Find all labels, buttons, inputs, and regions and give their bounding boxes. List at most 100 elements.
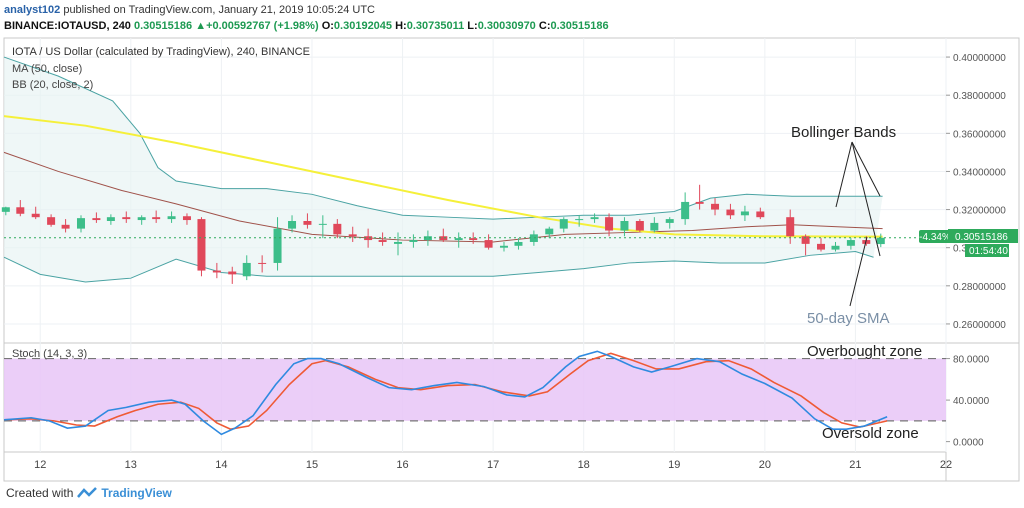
price-tick-label: 0.36000000 [953,129,1006,140]
candle-body [801,236,810,244]
candle-body [559,219,568,229]
trading-chart[interactable]: 0.40000000 0.38000000 0.36000000 0.34000000… [0,36,1024,482]
candle-body [318,223,327,225]
candle-body [423,236,432,241]
author-name[interactable]: analyst102 [4,4,61,16]
countdown-text: 01:54:40 [969,246,1008,257]
candle-body [258,262,267,264]
candle-body [333,223,342,235]
time-tick-label: 20 [759,459,771,471]
bollinger-annotation: Bollinger Bands [791,124,896,141]
time-tick-label: 16 [396,459,408,471]
candle-body [364,236,373,241]
candle-body [348,234,357,237]
low-value: 0.30030970 [477,20,536,32]
bollinger-arrow-3 [851,141,881,257]
candle-body [182,216,191,221]
footer: Created with TradingView [6,486,172,500]
candle-body [303,221,312,225]
price-tick-label: 0.34000000 [953,167,1006,178]
candle-body [409,240,418,242]
candle-body [756,211,765,218]
candle-body [650,222,659,231]
candle-body [681,201,690,220]
candle-body [454,238,463,241]
candle-body [288,221,297,229]
publish-info: analyst102 published on TradingView.com,… [4,4,375,16]
high-value: 0.30735011 [406,20,465,32]
countdown-badge [965,244,1009,257]
candle-body [228,271,237,275]
candle-body [740,211,749,216]
bb-legend: BB (20, close, 2) [12,79,93,91]
ma50-line [3,115,883,238]
change-value: +0.00592767 (+1.98%) [206,20,319,32]
high-label: H: [395,20,407,32]
change-badge-text: -4.34% [919,232,951,243]
bollinger-arrow-1 [835,141,853,208]
candle-body [846,240,855,246]
tradingview-logo-icon [77,487,98,498]
candle-body [786,217,795,237]
time-tick-label: 19 [668,459,680,471]
candle-body [695,201,704,204]
symbol-label: BINANCE:IOTAUSD, 240 [4,20,131,32]
price-tick-label: 0.28000000 [953,282,1006,293]
candle-body [665,219,674,223]
close-label: C: [538,20,551,32]
candle-body [16,207,25,214]
bb-fill [4,57,883,282]
stoch-tick-label: 40.0000 [953,396,990,407]
bollinger-arrow-2 [851,141,881,197]
stoch-pane[interactable] [3,350,946,436]
ma-legend: MA (50, close) [12,63,82,75]
sma-arrow [849,236,868,307]
candle-body [484,240,493,248]
candle-body [378,240,387,242]
created-with-label: Created with [6,486,74,500]
price-badge [948,229,1018,243]
price-badge-text: 0.30515186 [955,232,1008,243]
time-tick-label: 15 [306,459,318,471]
candle-body [620,221,629,231]
tradingview-brand[interactable]: TradingView [101,486,172,500]
candle-body [242,262,251,277]
stoch-legend: Stoch (14, 3, 3) [12,348,87,360]
candle-body [439,236,448,241]
price-tick-label: 0.40000000 [953,53,1006,64]
close-value: 0.30515186 [550,20,609,32]
change-badge [919,230,952,243]
time-tick-label: 18 [578,459,590,471]
candle-body [545,228,554,235]
price-tick-label: 0.38000000 [953,91,1006,102]
candle-body [212,270,221,273]
candle-body [635,221,644,231]
open-label: O: [321,20,334,32]
stoch-band-fill [4,358,946,421]
candle-body [61,224,70,229]
bb-lower-line [3,250,874,283]
ohlc-header: BINANCE:IOTAUSD, 240 0.30515186 ▲+0.0059… [4,20,609,32]
sma-annotation: 50-day SMA [807,310,890,327]
time-tick-label: 12 [34,459,46,471]
candle-body [106,217,115,221]
price-pane[interactable] [1,56,946,284]
candle-body [575,219,584,221]
time-tick-label: 21 [849,459,861,471]
candle-body [47,217,56,225]
candle-body [817,243,826,250]
candle-body [197,219,206,271]
candle-body [711,203,720,210]
time-tick-label: 22 [940,459,952,471]
candle-body [469,238,478,241]
candle-body [76,218,85,229]
time-tick-label: 17 [487,459,499,471]
candle-body [726,209,735,216]
candle-body [590,217,599,220]
stoch-d-line [3,352,888,430]
time-tick-label: 14 [215,459,227,471]
stoch-tick-label: 80.0000 [953,355,990,366]
candle-body [514,241,523,246]
stoch-tick-label: 0.0000 [953,438,984,449]
candle-body [152,217,161,220]
